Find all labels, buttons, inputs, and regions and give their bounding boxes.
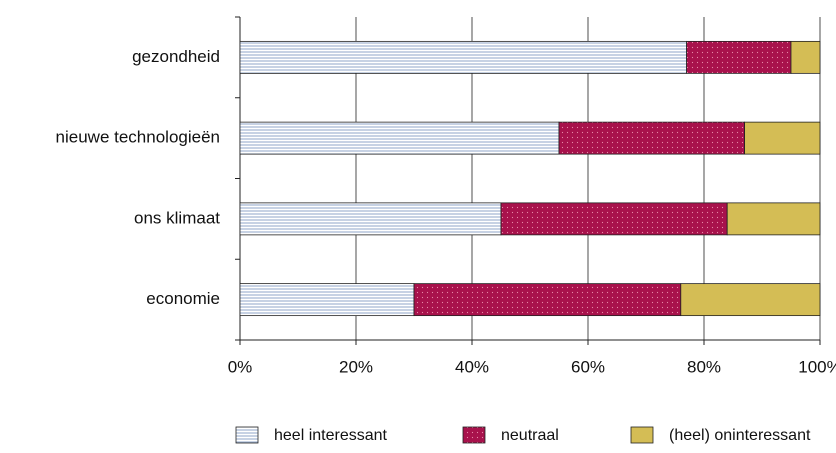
legend-label: (heel) oninteressant [669, 427, 811, 444]
y-tick-label: ons klimaat [134, 208, 220, 227]
bar-segment [239, 121, 560, 155]
bar-segment [239, 283, 415, 317]
bar-segment [726, 202, 821, 236]
bar-segment [239, 40, 688, 74]
legend-label: heel interessant [274, 427, 388, 444]
bar-segment [239, 202, 502, 236]
y-tick-label: nieuwe technologieën [56, 128, 220, 147]
bar-segment [413, 283, 682, 317]
legend-label: neutraal [501, 427, 559, 444]
y-tick-label: gezondheid [132, 47, 220, 66]
x-tick-label: 100% [798, 357, 836, 376]
legend-swatch [235, 426, 259, 444]
bar-segment [500, 202, 728, 236]
bar-segment [558, 121, 746, 155]
legend-swatch [630, 426, 654, 444]
x-tick-label: 80% [687, 357, 721, 376]
bar-segment [686, 40, 792, 74]
bar-segment [680, 283, 821, 317]
bar-segment [790, 40, 821, 74]
x-tick-label: 60% [571, 357, 605, 376]
x-tick-label: 0% [228, 357, 253, 376]
bar-segment [744, 121, 821, 155]
y-tick-label: economie [146, 289, 220, 308]
legend-swatch [462, 426, 486, 444]
x-tick-label: 20% [339, 357, 373, 376]
x-tick-label: 40% [455, 357, 489, 376]
